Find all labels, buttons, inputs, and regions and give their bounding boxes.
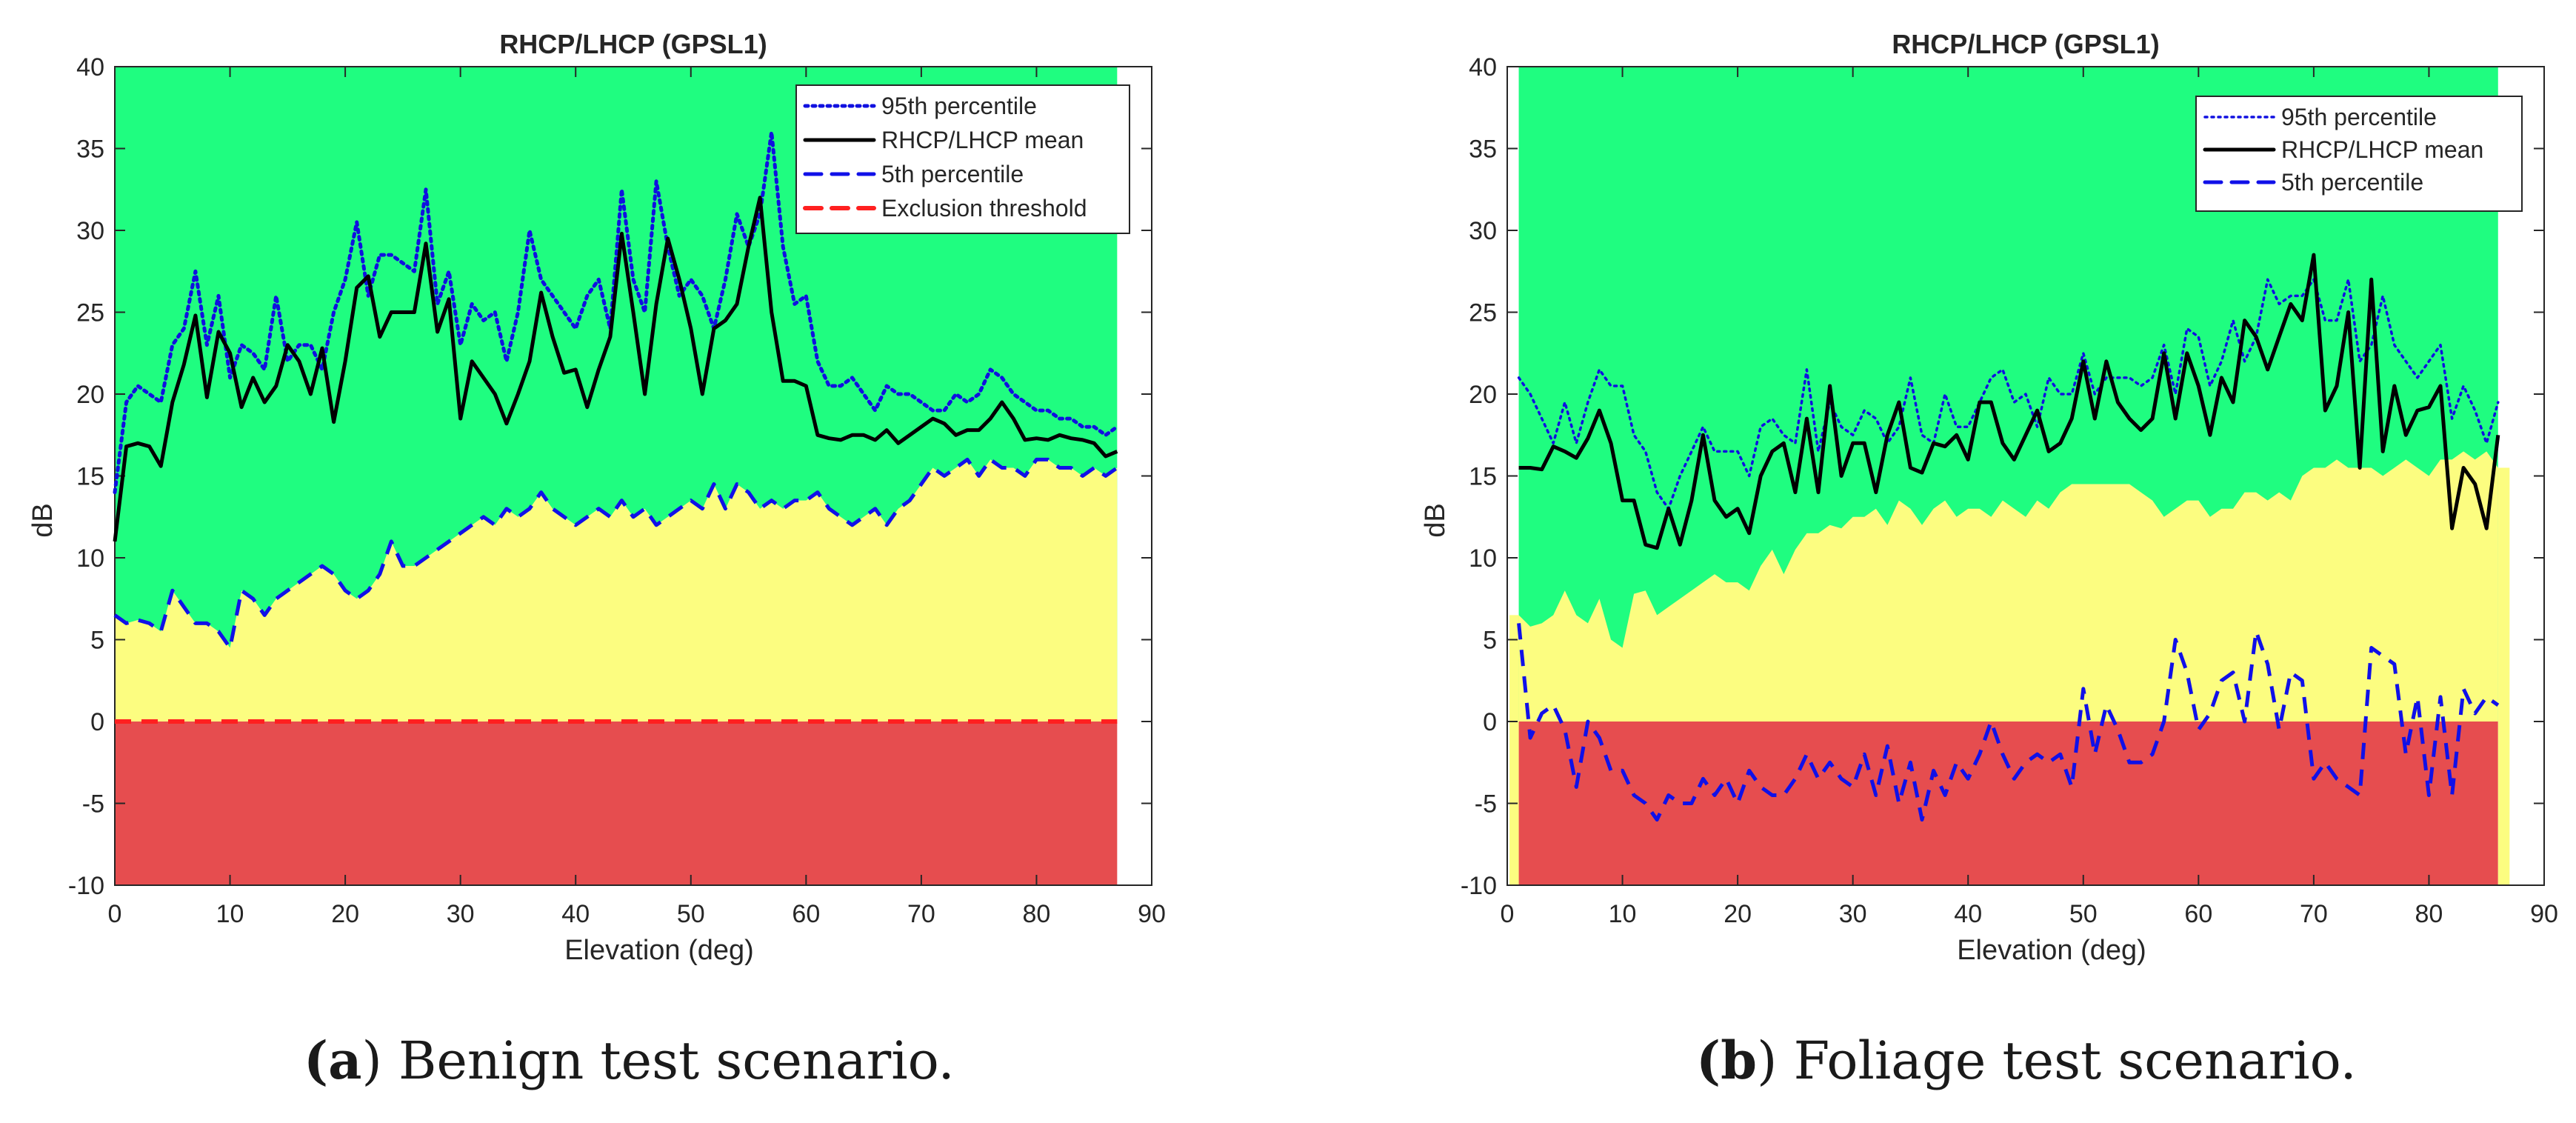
legend-label: RHCP/LHCP mean (2281, 136, 2483, 163)
x-tick-label: 0 (1501, 900, 1515, 928)
x-tick-label: 40 (1954, 900, 1982, 928)
x-tick-label: 50 (2069, 900, 2098, 928)
yellow-band (115, 459, 1118, 722)
chart-title: RHCP/LHCP (GPSL1) (1892, 29, 2159, 59)
y-tick-label: 35 (76, 136, 104, 164)
y-tick-label: -5 (1475, 790, 1497, 819)
series-95th-percentile (1517, 278, 2500, 510)
caption-b-letter: (b (1696, 1030, 1758, 1091)
x-tick-label: 20 (331, 900, 359, 928)
y-tick-label: 10 (76, 544, 104, 573)
y-tick-label: -10 (68, 872, 104, 900)
x-tick-label: 10 (216, 900, 244, 928)
yellow-margin-right (2497, 467, 2510, 885)
y-tick-label: 15 (76, 463, 104, 491)
y-tick-label: 30 (76, 217, 104, 245)
chart-a: 0 10 20 30 40 50 60 70 80 90 -10 -5 0 5 10 15 20 25 30 35 40… (27, 29, 1166, 966)
series-rhcp-lhcp-mean (113, 196, 1118, 542)
y-tick-label: -5 (82, 790, 104, 819)
y-tick-label: -10 (1461, 872, 1497, 900)
y-tick-label: 40 (1469, 53, 1497, 81)
caption-b-text: ) Foliage test scenario. (1757, 1030, 2357, 1091)
y-tick-label: 25 (1469, 299, 1497, 327)
yellow-margin-left (1509, 615, 1519, 885)
x-tick-label: 40 (561, 900, 590, 928)
x-tick-label: 80 (2415, 900, 2443, 928)
y-tick-label: 35 (1469, 136, 1497, 164)
x-tick-label: 90 (2530, 900, 2558, 928)
legend-box (795, 84, 1130, 234)
y-tick-label: 10 (1469, 544, 1497, 573)
y-tick-label: 0 (1483, 708, 1497, 736)
x-tick-label: 70 (907, 900, 935, 928)
x-tick-label: 10 (1609, 900, 1637, 928)
x-tick-label: 60 (2184, 900, 2212, 928)
x-tick-label: 70 (2300, 900, 2328, 928)
legend-label: 95th percentile (881, 93, 1037, 119)
caption-a: (a) Benign test scenario. (304, 1030, 955, 1091)
legend-label: 5th percentile (2281, 169, 2423, 196)
legend-label: 5th percentile (881, 161, 1024, 187)
legend-box (2195, 96, 2523, 212)
x-tick-label: 30 (1839, 900, 1867, 928)
legend-label: RHCP/LHCP mean (881, 127, 1084, 153)
x-tick-label: 20 (1724, 900, 1752, 928)
series-rhcp-lhcp-mean (1518, 253, 2500, 550)
y-tick-label: 20 (1469, 381, 1497, 409)
y-tick-label: 20 (76, 381, 104, 409)
legend-label: Exclusion threshold (881, 195, 1087, 221)
red-band (1518, 722, 2498, 885)
caption-a-text: ) Benign test scenario. (361, 1030, 955, 1091)
series-5th-percentile (1517, 623, 2500, 822)
caption-a-letter: (a (304, 1030, 362, 1091)
x-tick-label: 60 (792, 900, 820, 928)
series-95th-percentile (113, 130, 1119, 495)
y-tick-label: 25 (76, 299, 104, 327)
x-tick-label: 90 (1138, 900, 1166, 928)
legend: 95th percentile RHCP/LHCP mean 5th percent… (795, 84, 1130, 234)
x-tick-label: 30 (447, 900, 475, 928)
y-tick-label: 5 (1483, 627, 1497, 655)
chart-title: RHCP/LHCP (GPSL1) (499, 29, 767, 59)
red-band (115, 722, 1118, 885)
legend-label: 95th percentile (2281, 104, 2437, 130)
y-tick-label: 5 (90, 627, 104, 655)
y-tick-label: 0 (90, 708, 104, 736)
x-tick-label: 0 (108, 900, 122, 928)
x-tick-label: 80 (1023, 900, 1051, 928)
x-tick-label: 50 (677, 900, 705, 928)
caption-b: (b) Foliage test scenario. (1696, 1030, 2357, 1091)
y-tick-label: 40 (76, 53, 104, 81)
series-5th-percentile (113, 457, 1118, 650)
y-tick-label: 30 (1469, 217, 1497, 245)
chart-b: 0 10 20 30 40 50 60 70 80 90 -10 -5 0 5 10 15 20 25 30 35 40… (1420, 29, 2558, 966)
y-axis-label: dB (27, 503, 59, 537)
y-tick-label: 15 (1469, 463, 1497, 491)
legend: 95th percentile RHCP/LHCP mean 5th percent… (2195, 96, 2523, 212)
x-axis-label: Elevation (deg) (1957, 935, 2146, 966)
x-axis-label: Elevation (deg) (564, 935, 754, 966)
y-axis-label: dB (1420, 503, 1451, 537)
